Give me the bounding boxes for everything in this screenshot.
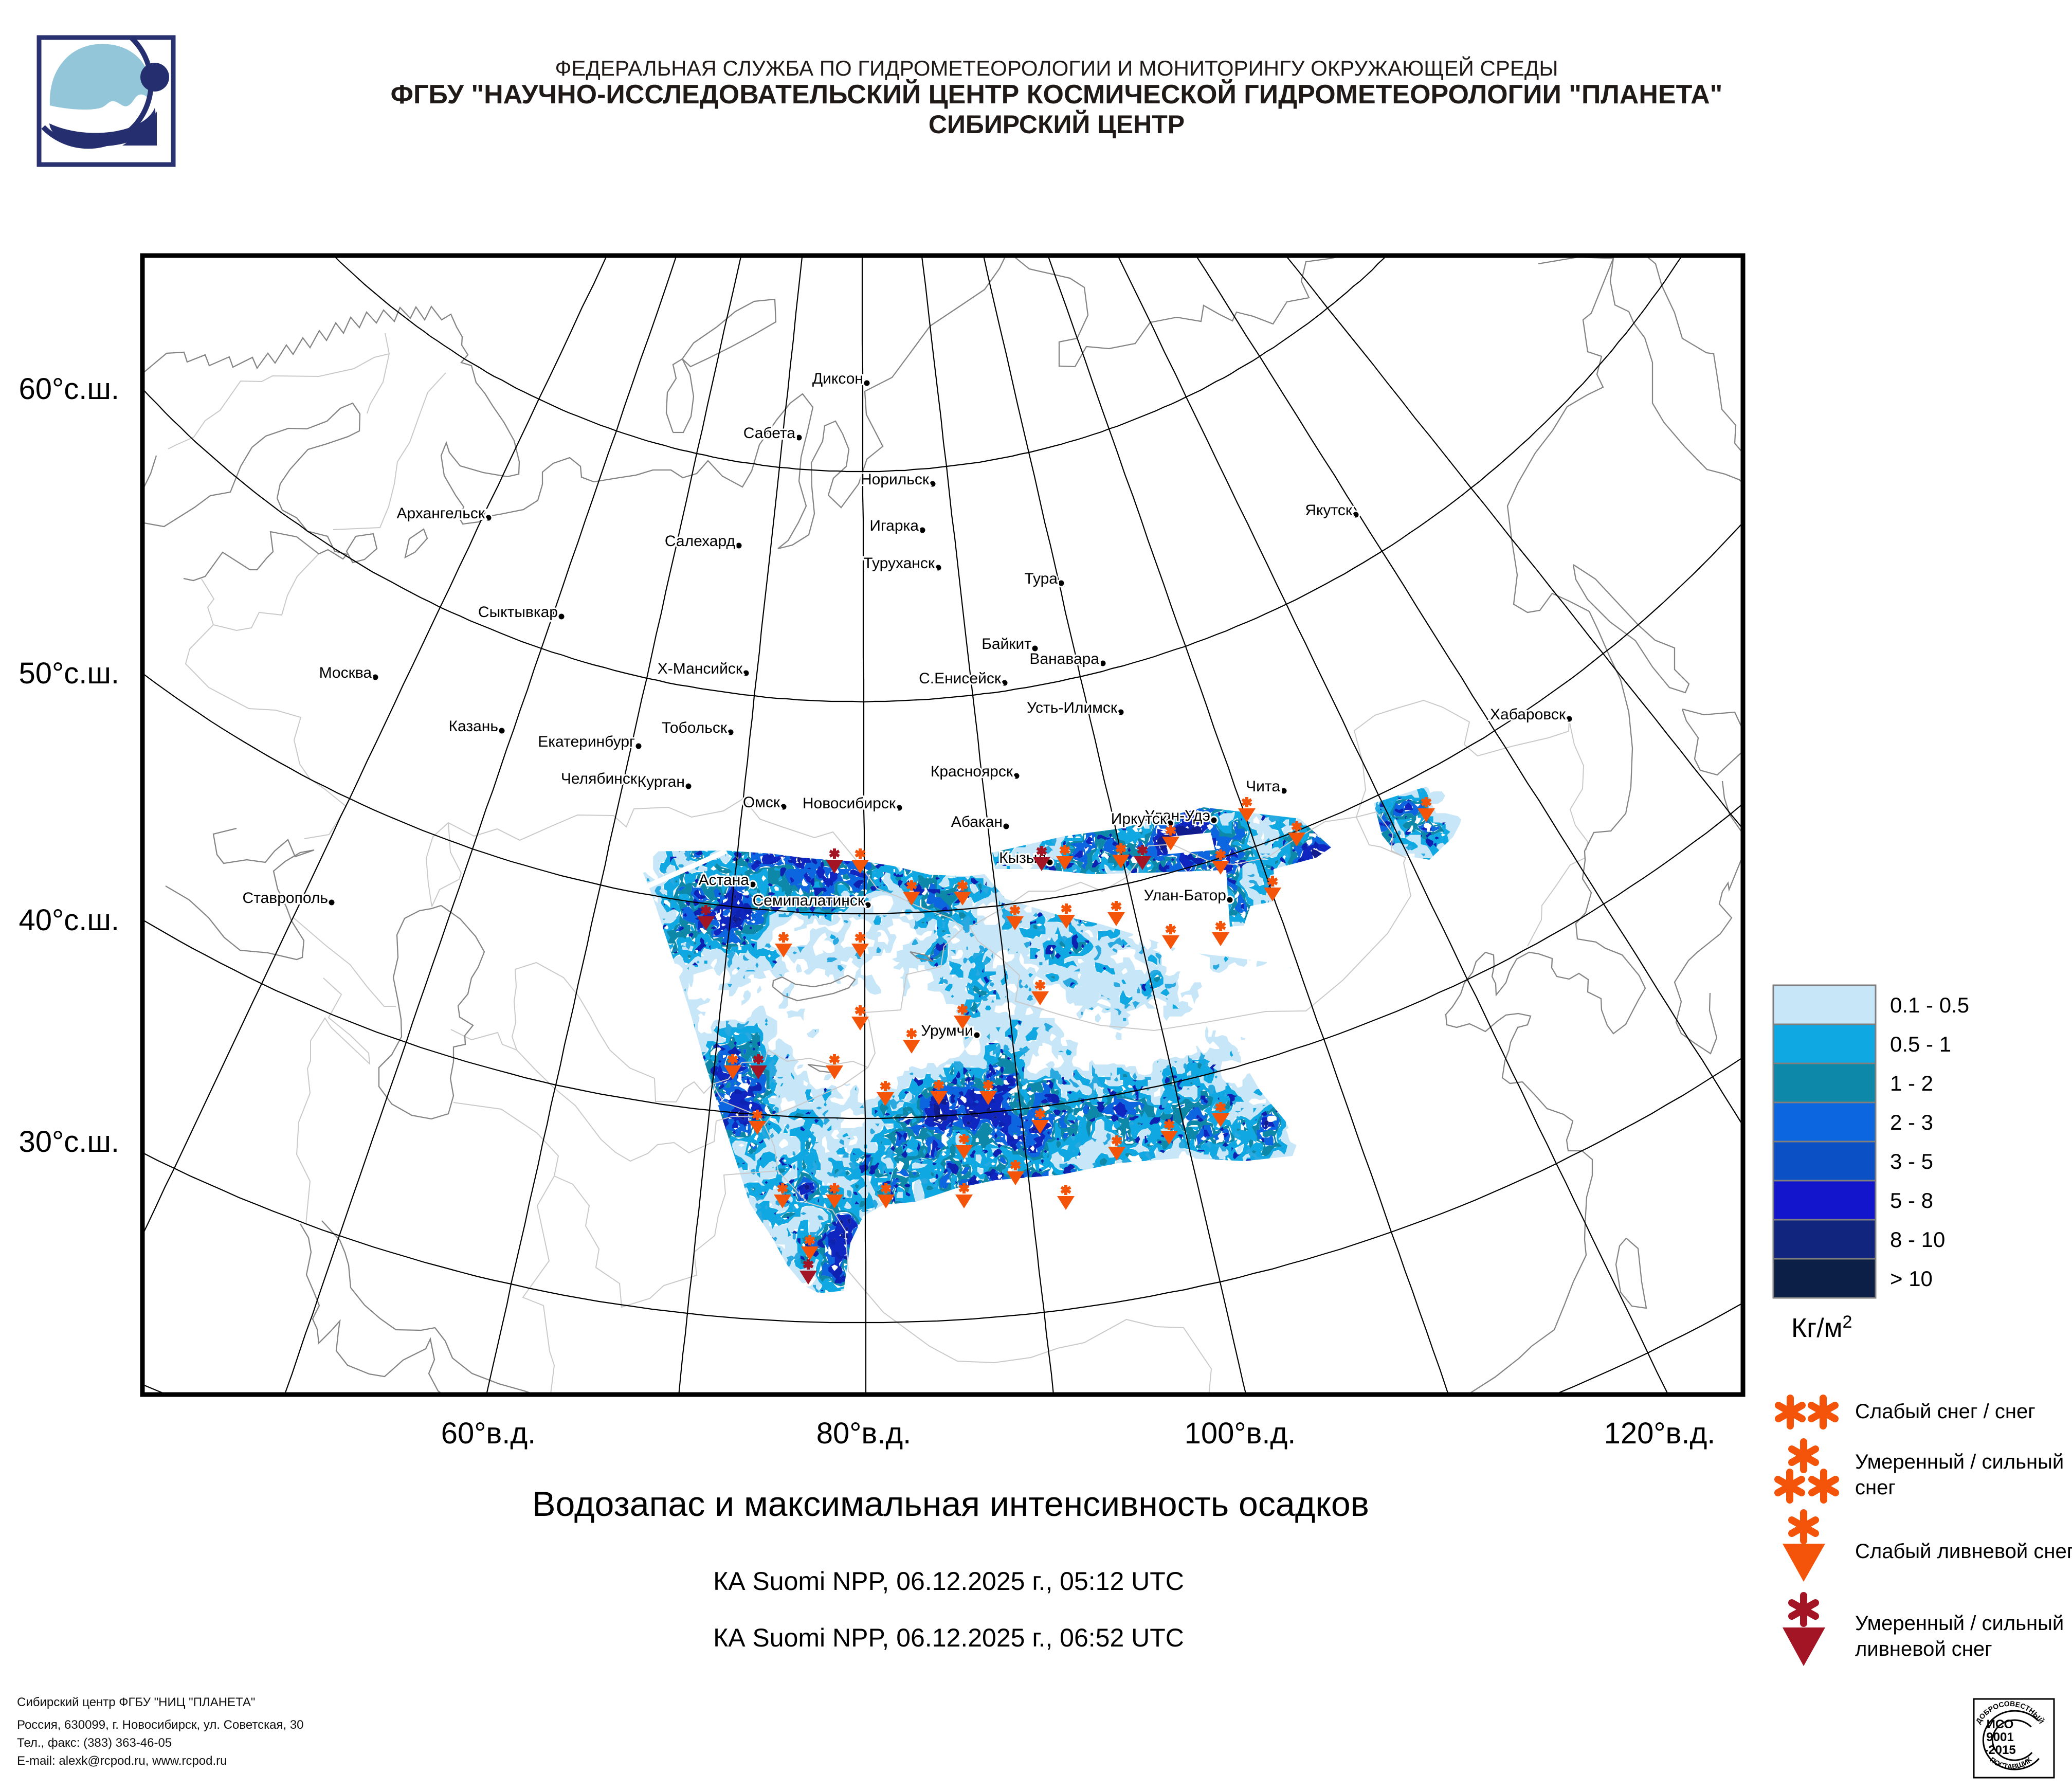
svg-text:Норильск: Норильск [861, 471, 930, 488]
svg-text:КА Suomi NPP, 06.12.2025 г., 0: КА Suomi NPP, 06.12.2025 г., 06:52 UTC [713, 1623, 1184, 1652]
svg-text:0.5 - 1: 0.5 - 1 [1890, 1032, 1951, 1056]
svg-text:Салехард: Салехард [665, 533, 735, 550]
svg-text:ФГБУ "НАУЧНО-ИССЛЕДОВАТЕЛЬСКИЙ: ФГБУ "НАУЧНО-ИССЛЕДОВАТЕЛЬСКИЙ ЦЕНТР КОС… [391, 79, 1723, 110]
svg-text:Хабаровск: Хабаровск [1490, 706, 1566, 723]
svg-text:E-mail: alexk@rcpod.ru, www.rc: E-mail: alexk@rcpod.ru, www.rcpod.ru [17, 1754, 227, 1768]
svg-text:80°в.д.: 80°в.д. [816, 1417, 912, 1450]
svg-text:5 - 8: 5 - 8 [1890, 1188, 1933, 1213]
svg-text:Игарка: Игарка [869, 517, 919, 534]
svg-text:ливневой снег: ливневой снег [1855, 1638, 1992, 1660]
svg-text:9001: 9001 [1986, 1730, 2013, 1744]
svg-text:50°с.ш.: 50°с.ш. [19, 657, 119, 690]
svg-text:60°в.д.: 60°в.д. [441, 1417, 536, 1450]
svg-text:Диксон: Диксон [812, 370, 863, 387]
svg-text:100°в.д.: 100°в.д. [1185, 1417, 1296, 1450]
svg-text:С.Енисейск: С.Енисейск [919, 670, 1002, 687]
svg-text:120°в.д.: 120°в.д. [1604, 1417, 1716, 1450]
svg-text:Россия, 630099, г. Новосибирск: Россия, 630099, г. Новосибирск, ул. Сове… [17, 1718, 304, 1732]
svg-text:Урумчи: Урумчи [921, 1022, 973, 1039]
svg-text:ИСО: ИСО [1987, 1717, 2014, 1731]
svg-text:Тура: Тура [1024, 570, 1058, 587]
svg-text:ФЕДЕРАЛЬНАЯ СЛУЖБА ПО ГИДРОМЕТ: ФЕДЕРАЛЬНАЯ СЛУЖБА ПО ГИДРОМЕТЕОРОЛОГИИ … [555, 56, 1558, 80]
svg-text:Туруханск: Туруханск [863, 555, 935, 572]
svg-text:Курган: Курган [638, 773, 685, 790]
svg-text:0.1 - 0.5: 0.1 - 0.5 [1890, 993, 1969, 1017]
svg-text:Москва: Москва [319, 664, 372, 681]
svg-text:Красноярск: Красноярск [931, 763, 1013, 780]
svg-text:Новосибирск: Новосибирск [803, 795, 896, 812]
svg-text:Умеренный / сильный: Умеренный / сильный [1855, 1612, 2064, 1635]
svg-text:30°с.ш.: 30°с.ш. [19, 1125, 119, 1159]
svg-text:40°с.ш.: 40°с.ш. [19, 903, 119, 937]
svg-text:Челябинск: Челябинск [561, 770, 638, 787]
svg-text:Слабый снег / снег: Слабый снег / снег [1855, 1400, 2035, 1423]
svg-text:Кг/м2: Кг/м2 [1791, 1312, 1852, 1343]
svg-text:Усть-Илимск: Усть-Илимск [1027, 699, 1118, 716]
svg-text:Слабый ливневой снег: Слабый ливневой снег [1855, 1540, 2072, 1563]
svg-text:Екатеринбург: Екатеринбург [538, 733, 635, 750]
svg-text:Ставрополь: Ставрополь [243, 890, 328, 907]
svg-text:Архангельск: Архангельск [396, 505, 485, 522]
svg-text:Умеренный / сильный: Умеренный / сильный [1855, 1451, 2064, 1473]
svg-text:Сибирский центр ФГБУ "НИЦ "ПЛА: Сибирский центр ФГБУ "НИЦ "ПЛАНЕТА" [17, 1695, 255, 1709]
svg-text:60°с.ш.: 60°с.ш. [19, 372, 119, 406]
svg-text:> 10: > 10 [1890, 1267, 1933, 1291]
svg-text:2 - 3: 2 - 3 [1890, 1110, 1933, 1134]
svg-text:Омск: Омск [743, 794, 780, 811]
svg-text:Чита: Чита [1246, 778, 1280, 795]
svg-text:3 - 5: 3 - 5 [1890, 1149, 1933, 1173]
svg-text:Семипалатинск: Семипалатинск [753, 892, 865, 909]
svg-text:Иркутск: Иркутск [1111, 810, 1167, 827]
svg-text:снег: снег [1855, 1476, 1896, 1499]
svg-text:СИБИРСКИЙ ЦЕНТР: СИБИРСКИЙ ЦЕНТР [929, 110, 1185, 139]
svg-text:Сыктывкар: Сыктывкар [478, 604, 558, 621]
svg-text:Водозапас и максимальная интен: Водозапас и максимальная интенсивность о… [532, 1485, 1369, 1524]
svg-text:Астана: Астана [699, 872, 750, 889]
svg-text:Сабета: Сабета [743, 425, 796, 442]
svg-text:1 - 2: 1 - 2 [1890, 1071, 1933, 1095]
svg-text:-2015: -2015 [1984, 1743, 2015, 1757]
svg-text:Х-Мансийск: Х-Мансийск [658, 660, 743, 677]
svg-text:Тобольск: Тобольск [662, 719, 728, 736]
svg-text:Якутск: Якутск [1305, 502, 1353, 519]
svg-text:Улан-Удэ: Улан-Удэ [1144, 807, 1210, 824]
svg-text:Казань: Казань [449, 718, 498, 735]
svg-text:Абакан: Абакан [951, 813, 1003, 830]
svg-text:КА Suomi NPP, 06.12.2025 г., 0: КА Suomi NPP, 06.12.2025 г., 05:12 UTC [713, 1567, 1184, 1596]
svg-text:Байкит: Байкит [982, 636, 1031, 653]
svg-text:Улан-Батор: Улан-Батор [1144, 887, 1226, 904]
svg-text:Тел., факс: (383) 363-46-05: Тел., факс: (383) 363-46-05 [17, 1736, 172, 1750]
svg-text:8 - 10: 8 - 10 [1890, 1227, 1945, 1252]
svg-text:Ванавара: Ванавара [1029, 650, 1099, 667]
